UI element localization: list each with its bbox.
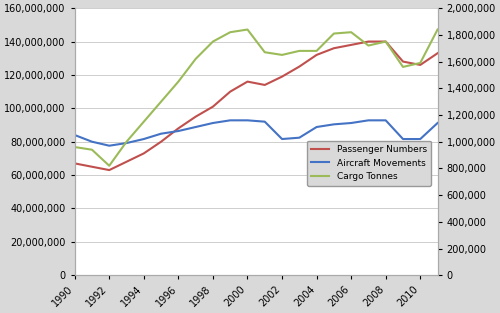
Cargo Tonnes — [279, 53, 285, 57]
Passenger Numbers — [210, 105, 216, 109]
Aircraft Movements — [89, 140, 95, 144]
Aircraft Movements — [331, 122, 337, 126]
Passenger Numbers — [331, 46, 337, 50]
Passenger Numbers — [314, 53, 320, 57]
Cargo Tonnes — [227, 30, 233, 34]
Cargo Tonnes — [262, 50, 268, 54]
Line: Aircraft Movements: Aircraft Movements — [74, 120, 438, 146]
Cargo Tonnes — [366, 44, 372, 48]
Cargo Tonnes — [418, 61, 424, 65]
Passenger Numbers — [158, 140, 164, 144]
Cargo Tonnes — [158, 100, 164, 104]
Cargo Tonnes — [400, 65, 406, 69]
Cargo Tonnes — [192, 57, 198, 61]
Passenger Numbers — [141, 151, 147, 155]
Aircraft Movements — [348, 121, 354, 125]
Cargo Tonnes — [314, 49, 320, 53]
Aircraft Movements — [227, 118, 233, 122]
Passenger Numbers — [348, 43, 354, 47]
Passenger Numbers — [72, 162, 78, 165]
Passenger Numbers — [124, 160, 130, 164]
Aircraft Movements — [176, 129, 182, 133]
Cargo Tonnes — [72, 145, 78, 149]
Line: Passenger Numbers: Passenger Numbers — [74, 42, 438, 170]
Passenger Numbers — [418, 63, 424, 67]
Passenger Numbers — [176, 126, 182, 130]
Aircraft Movements — [192, 125, 198, 129]
Aircraft Movements — [141, 137, 147, 141]
Aircraft Movements — [314, 125, 320, 129]
Passenger Numbers — [89, 165, 95, 169]
Cargo Tonnes — [124, 140, 130, 144]
Passenger Numbers — [382, 40, 388, 44]
Aircraft Movements — [244, 118, 250, 122]
Cargo Tonnes — [348, 30, 354, 34]
Cargo Tonnes — [382, 40, 388, 44]
Passenger Numbers — [434, 51, 440, 55]
Passenger Numbers — [279, 75, 285, 79]
Aircraft Movements — [124, 141, 130, 145]
Cargo Tonnes — [141, 120, 147, 124]
Cargo Tonnes — [331, 32, 337, 35]
Aircraft Movements — [72, 133, 78, 137]
Passenger Numbers — [366, 40, 372, 44]
Aircraft Movements — [279, 137, 285, 141]
Line: Cargo Tonnes: Cargo Tonnes — [74, 29, 438, 166]
Cargo Tonnes — [210, 40, 216, 44]
Passenger Numbers — [262, 83, 268, 87]
Aircraft Movements — [106, 144, 112, 148]
Aircraft Movements — [210, 121, 216, 125]
Passenger Numbers — [192, 115, 198, 119]
Aircraft Movements — [296, 136, 302, 140]
Cargo Tonnes — [106, 164, 112, 168]
Aircraft Movements — [418, 137, 424, 141]
Passenger Numbers — [227, 90, 233, 94]
Passenger Numbers — [106, 168, 112, 172]
Aircraft Movements — [382, 118, 388, 122]
Aircraft Movements — [366, 118, 372, 122]
Aircraft Movements — [158, 132, 164, 136]
Cargo Tonnes — [176, 80, 182, 84]
Passenger Numbers — [244, 80, 250, 84]
Aircraft Movements — [434, 121, 440, 125]
Aircraft Movements — [400, 137, 406, 141]
Aircraft Movements — [262, 120, 268, 124]
Cargo Tonnes — [296, 49, 302, 53]
Legend: Passenger Numbers, Aircraft Movements, Cargo Tonnes: Passenger Numbers, Aircraft Movements, C… — [307, 141, 431, 186]
Passenger Numbers — [296, 65, 302, 69]
Cargo Tonnes — [89, 148, 95, 151]
Passenger Numbers — [400, 60, 406, 64]
Cargo Tonnes — [434, 28, 440, 31]
Cargo Tonnes — [244, 28, 250, 31]
